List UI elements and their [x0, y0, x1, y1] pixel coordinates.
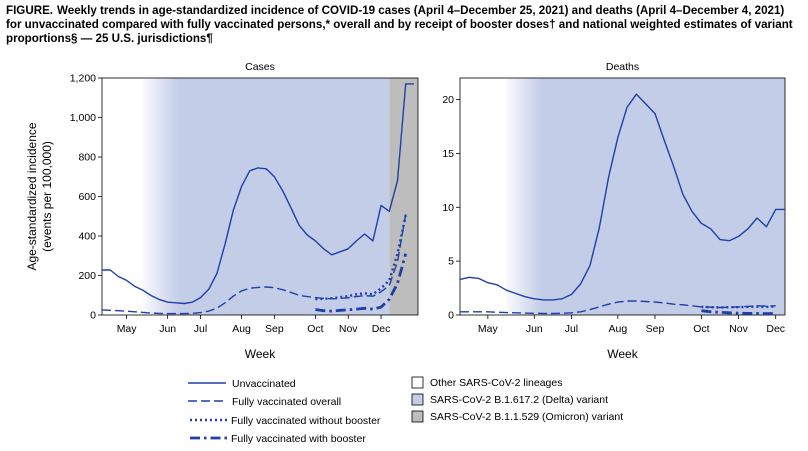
series-line-fully-vaccinated-with-booster [315, 253, 408, 313]
series-line-fully-vaccinated-with-booster [701, 309, 776, 316]
panel-title: Deaths [606, 61, 639, 73]
y-tick-label: 20 [442, 94, 454, 106]
variant-transition [502, 78, 543, 315]
legend-swatch-sars-cov-2-b-1-1-529-omicron-variant [411, 410, 424, 423]
x-tick-label: Dec [766, 323, 785, 335]
x-tick-label: Oct [693, 323, 709, 335]
legend-label: SARS-CoV-2 B.1.617.2 (Delta) variant [430, 394, 608, 406]
x-axis-title: Week [245, 347, 276, 361]
plot-frame [459, 77, 786, 316]
y-tick-label: 400 [78, 231, 96, 243]
y-tick-label: 5 [448, 256, 454, 268]
panel-title: Cases [245, 61, 275, 73]
variant-band-other-sars-cov-2-lineages [460, 78, 507, 315]
x-tick-label: Jun [159, 323, 176, 335]
x-tick-label: May [478, 323, 499, 335]
y-axis-title-line: (events per 100,000) [40, 141, 54, 252]
figure-title-text: Weekly trends in age-standardized incide… [6, 4, 793, 45]
series-line-fully-vaccinated-without-booster [315, 215, 407, 301]
variant-band-sars-cov-2-b-1-617-2-delta-variant [506, 78, 785, 315]
x-tick-label: Sep [265, 323, 284, 335]
y-tick-label: 0 [90, 310, 96, 322]
x-axis-title: Week [607, 347, 638, 361]
y-tick-label: 800 [78, 152, 96, 164]
x-tick-label: Nov [339, 323, 358, 335]
y-tick-label: 1,200 [70, 73, 96, 85]
x-tick-label: Dec [372, 323, 391, 335]
series-line-fully-vaccinated-without-booster [701, 305, 776, 309]
legend-label: Fully vaccinated with booster [231, 433, 366, 445]
y-axis-title: Age-standardized incidence(events per 10… [25, 122, 54, 270]
series-line-unvaccinated [459, 93, 785, 301]
x-tick-label: Jul [194, 323, 207, 335]
x-tick-label: May [117, 323, 138, 335]
y-tick-label: 10 [442, 202, 454, 214]
y-axis-title-line: Age-standardized incidence [25, 122, 39, 270]
y-tick-label: 200 [78, 270, 96, 282]
variant-transition [139, 78, 180, 315]
x-tick-label: Nov [729, 323, 748, 335]
legend-label: Other SARS-CoV-2 lineages [430, 377, 562, 389]
x-tick-label: Jun [526, 323, 543, 335]
variant-band-sars-cov-2-b-1-1-529-omicron-variant [389, 78, 418, 315]
legend-swatch-sars-cov-2-b-1-617-2-delta-variant [411, 393, 424, 406]
y-tick-label: 1,000 [70, 112, 96, 124]
x-tick-label: Aug [232, 323, 251, 335]
x-tick-label: Sep [646, 323, 665, 335]
legend-label: Unvaccinated [232, 378, 296, 390]
y-tick-label: 0 [448, 310, 454, 322]
y-tick-label: 15 [442, 148, 454, 160]
x-tick-label: Aug [609, 323, 628, 335]
legend-label: Fully vaccinated overall [232, 396, 341, 408]
legend-label: SARS-CoV-2 B.1.1.529 (Omicron) variant [430, 411, 623, 423]
cases-panel: Cases 0 200 400 600 800 1,000 1,200 May Jun Jul Aug… [25, 61, 419, 361]
deaths-panel: Deaths 0 5 10 15 20 May Jun Jul Aug Sep Oct Nov Dec We… [442, 61, 786, 361]
figure-label: FIGURE. [6, 4, 54, 17]
series-line-fully-vaccinated-overall [101, 214, 407, 315]
y-tick-label: 600 [78, 191, 96, 203]
variant-band-other-sars-cov-2-lineages [102, 78, 144, 315]
x-tick-label: Jul [565, 323, 578, 335]
legend-swatch-other-sars-cov-2-lineages [411, 376, 424, 389]
figure-title: FIGURE. Weekly trends in age-standardized… [6, 4, 802, 46]
series-line-unvaccinated [102, 83, 414, 305]
legend: Unvaccinated Fully vaccinated overall Full… [188, 376, 623, 445]
x-tick-label: Oct [307, 323, 323, 335]
variant-band-sars-cov-2-b-1-617-2-delta-variant [143, 78, 390, 315]
legend-label: Fully vaccinated without booster [231, 415, 381, 427]
